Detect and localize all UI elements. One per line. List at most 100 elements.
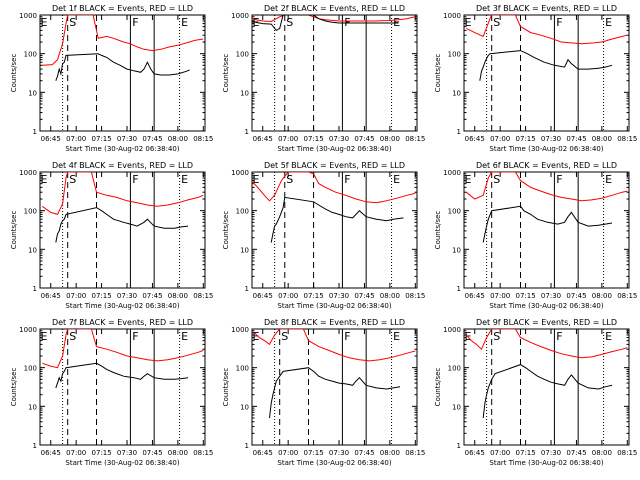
series-group [253,329,416,419]
flag-label: E [465,173,472,186]
flag-label: F [344,173,350,186]
axes-frame [463,171,630,289]
panel-title: Det 5f BLACK = Events, RED = LLD [264,161,405,170]
x-tick-label: 07:15 [303,449,323,457]
x-tick-label: 06:45 [41,449,61,457]
y-tick-label: 10 [240,89,249,97]
x-tick-label: 08:00 [592,449,612,457]
panel-title: Det 7f BLACK = Events, RED = LLD [52,318,193,327]
x-tick-label: 06:45 [465,292,485,300]
y-axis-label: Counts/sec [222,211,230,250]
panel-title: Det 6f BLACK = Events, RED = LLD [476,161,617,170]
flag-label: S [69,330,76,343]
x-tick-label: 08:00 [380,292,400,300]
x-tick-label: 06:45 [465,135,485,143]
axes-frame [463,14,630,132]
series-line-events [270,196,404,243]
x-tick-label: 08:00 [168,135,188,143]
series-group [252,172,416,243]
panel-title: Det 2f BLACK = Events, RED = LLD [264,4,405,13]
flag-label: S [493,173,500,186]
y-axis-label: Counts/sec [434,54,442,93]
x-tick-label: 07:30 [329,135,349,143]
flag-label: F [556,173,562,186]
flag-label: E [253,173,260,186]
panel-2: Det 2f BLACK = Events, RED = LLD 1 10 100 10… [222,4,425,153]
y-tick-label: 1000 [443,326,461,334]
x-tick-label: 07:15 [515,292,535,300]
y-tick-label: 100 [24,51,37,59]
y-tick-label: 100 [24,365,37,373]
flag-label: E [181,173,188,186]
x-tick-label: 07:30 [541,449,561,457]
axes-frame [39,171,206,289]
panel-5: Det 5f BLACK = Events, RED = LLD 1 10 100 10… [222,161,425,310]
y-axis-label: Counts/sec [434,211,442,250]
axes-frame [251,171,418,289]
panel-1: Det 1f BLACK = Events, RED = LLD 1 10 100 10… [10,4,213,153]
y-tick-label: 100 [448,365,461,373]
x-tick-label: 08:15 [617,135,637,143]
x-axis-label: Start Time (30-Aug-02 06:38:40) [277,459,391,467]
y-tick-label: 1000 [443,169,461,177]
series-line-events [482,205,613,243]
y-axis-label: Counts/sec [10,211,18,250]
y-axis-label: Counts/sec [10,54,18,93]
y-axis-label: Counts/sec [222,54,230,93]
axes-frame [463,328,630,446]
x-tick-label: 08:15 [193,135,213,143]
y-tick-label: 100 [24,208,37,216]
series-line-events [55,53,190,81]
x-tick-label: 07:00 [490,449,510,457]
flag-label: S [69,173,76,186]
y-tick-label: 100 [448,51,461,59]
series-line-lld [42,15,204,66]
x-tick-label: 07:45 [566,449,586,457]
x-axis-label: Start Time (30-Aug-02 06:38:40) [489,145,603,153]
x-tick-label: 07:30 [329,292,349,300]
x-tick-label: 07:45 [566,135,586,143]
x-tick-label: 07:45 [142,449,162,457]
x-axis-label: Start Time (30-Aug-02 06:38:40) [65,145,179,153]
x-tick-label: 07:15 [303,135,323,143]
series-line-lld [466,15,628,45]
x-tick-label: 08:00 [168,292,188,300]
y-tick-label: 1000 [19,169,37,177]
panel-9: Det 9f BLACK = Events, RED = LLD 1 10 100 10… [434,318,637,467]
y-tick-label: 10 [452,246,461,254]
x-tick-label: 07:15 [91,135,111,143]
x-tick-label: 07:30 [117,135,137,143]
x-tick-label: 07:30 [541,135,561,143]
series-line-events [55,207,189,243]
flag-label: E [393,173,400,186]
x-axis-label: Start Time (30-Aug-02 06:38:40) [489,302,603,310]
x-tick-label: 08:15 [193,449,213,457]
series-group [42,329,204,389]
series-line-lld [42,172,204,215]
x-tick-label: 07:15 [515,135,535,143]
y-tick-label: 1 [33,285,37,293]
y-axis-label: Counts/sec [222,368,230,407]
flag-label: E [181,16,188,29]
y-tick-label: 1000 [19,326,37,334]
y-tick-label: 10 [240,246,249,254]
series-line-lld [42,329,204,369]
x-tick-label: 07:15 [515,449,535,457]
panel-3: Det 3f BLACK = Events, RED = LLD 1 10 100 10… [434,4,637,153]
x-tick-label: 07:00 [278,292,298,300]
x-tick-label: 08:00 [380,135,400,143]
y-tick-label: 100 [236,365,249,373]
flag-label: E [181,330,188,343]
axes-frame [39,14,206,132]
x-tick-label: 07:00 [66,449,86,457]
series-line-events [482,364,613,419]
flag-label: E [41,16,48,29]
y-tick-label: 1 [33,128,37,136]
y-tick-label: 1 [457,285,461,293]
flag-label: S [286,173,293,186]
x-tick-label: 07:30 [117,449,137,457]
flag-label: E [393,330,400,343]
x-tick-label: 07:15 [91,449,111,457]
y-tick-label: 10 [240,403,249,411]
